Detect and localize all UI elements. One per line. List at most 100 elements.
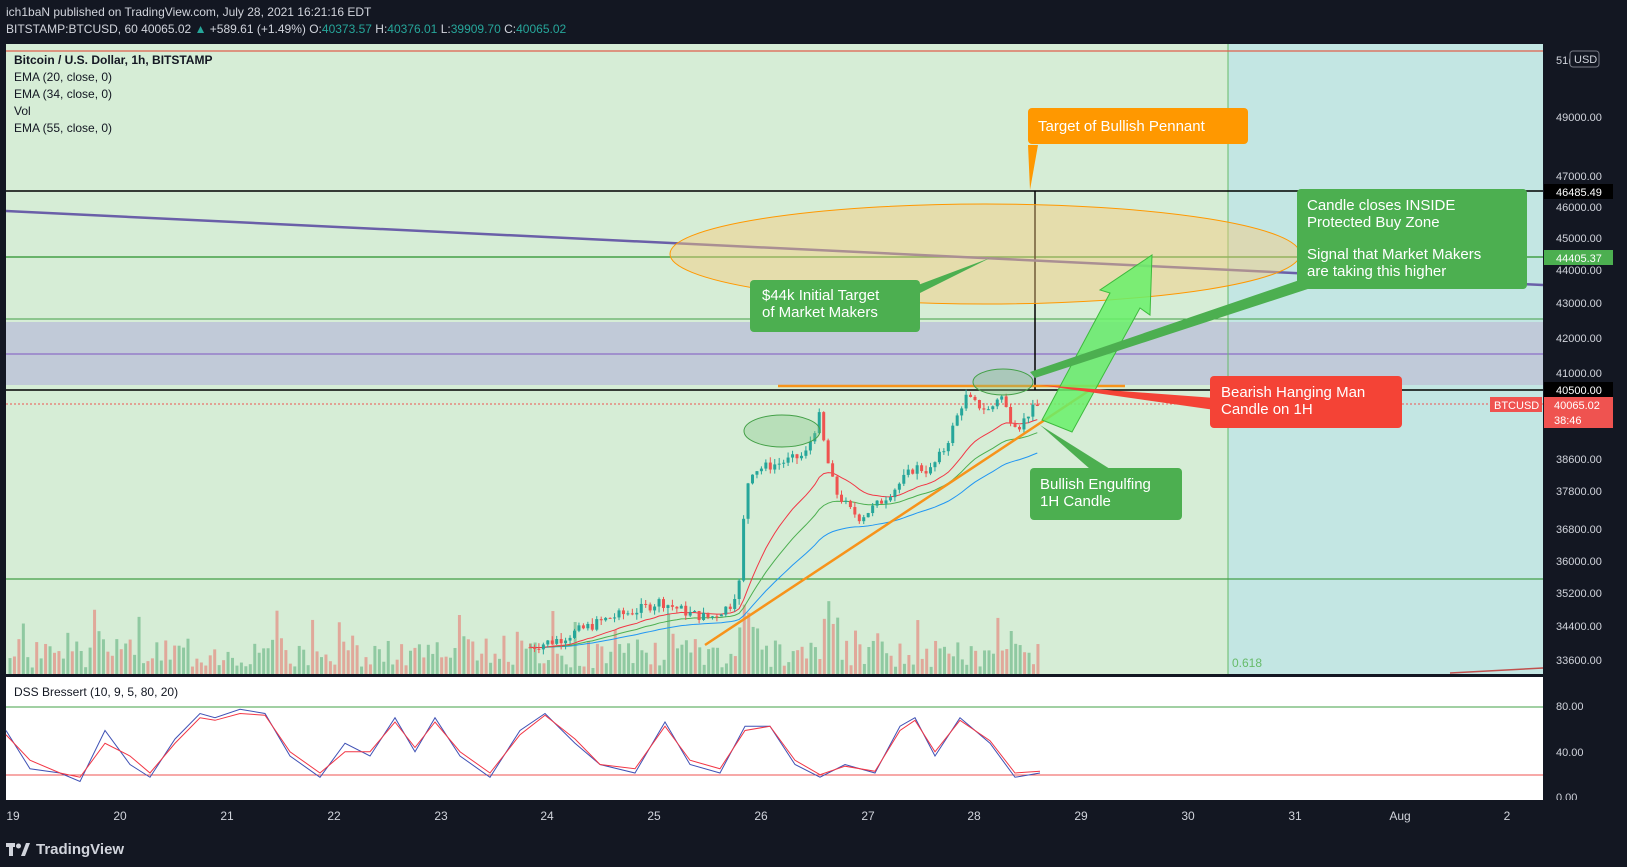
volume-bar xyxy=(21,623,25,674)
candle-body xyxy=(759,468,763,472)
volume-bar xyxy=(115,639,119,674)
pane-separator[interactable] xyxy=(0,674,1627,677)
candle-body xyxy=(644,603,648,605)
volume-bar xyxy=(702,664,706,674)
engulfing-callout[interactable]: Bullish Engulfing 1H Candle xyxy=(1030,468,1182,520)
descending-trendline xyxy=(5,209,1544,287)
volume-bar xyxy=(707,649,711,674)
volume-bar xyxy=(765,645,768,674)
price-tick-top: 51( xyxy=(1556,55,1572,67)
candle-body xyxy=(635,612,639,615)
candle-body xyxy=(688,611,692,616)
candle-body xyxy=(764,462,768,469)
volume-bar xyxy=(422,657,426,674)
candle-body xyxy=(977,400,981,409)
candle-body xyxy=(564,640,568,644)
volume-bar xyxy=(974,650,978,674)
candle-body xyxy=(799,455,803,459)
volume-bar xyxy=(391,664,395,674)
volume-bar xyxy=(934,640,938,674)
candle-body xyxy=(617,610,621,618)
volume-bar xyxy=(355,645,359,674)
volume-bar xyxy=(805,658,809,674)
volume-bar xyxy=(520,640,524,674)
volume-bar xyxy=(836,617,840,674)
pennant-target-text: Target of Bullish Pennant xyxy=(1038,118,1206,135)
candle-body xyxy=(937,451,941,463)
volume-bar xyxy=(724,663,728,674)
candle-body xyxy=(768,462,772,470)
candle-body xyxy=(537,648,541,650)
candle-body xyxy=(929,467,932,474)
candle-body xyxy=(613,617,617,619)
time-axis[interactable] xyxy=(0,800,1627,833)
volume-bar xyxy=(693,639,697,674)
buy-zone-callout[interactable]: Candle closes INSIDE Protected Buy Zone … xyxy=(1297,189,1527,289)
initial-target-callout[interactable]: $44k Initial Target of Market Makers xyxy=(750,280,920,332)
volume-bar xyxy=(720,667,724,674)
candle-body xyxy=(728,606,732,609)
volume-bar xyxy=(101,639,105,674)
volume-bar xyxy=(542,663,546,674)
candle-body xyxy=(773,464,777,470)
candle-body xyxy=(875,500,879,506)
candle-body xyxy=(880,500,884,504)
candle-body xyxy=(969,394,973,397)
candle-body xyxy=(541,644,545,650)
volume-bar xyxy=(1014,643,1018,674)
volume-bar xyxy=(97,631,101,674)
volume-bar xyxy=(555,653,559,674)
volume-bar xyxy=(186,638,190,674)
hanging-man-callout[interactable]: Bearish Hanging Man Candle on 1H xyxy=(1210,376,1402,428)
volume-bar xyxy=(351,635,355,674)
volume-bar xyxy=(159,660,163,674)
volume-bar xyxy=(444,656,448,674)
volume-bar xyxy=(1032,664,1035,674)
candle-body xyxy=(550,640,554,644)
volume-bar xyxy=(409,650,412,674)
volume-bar xyxy=(564,664,568,674)
candle-body xyxy=(906,469,910,475)
initial-target-text-1: $44k Initial Target xyxy=(762,287,880,304)
volume-bar xyxy=(965,664,969,674)
candle-closes-text-2: Protected Buy Zone xyxy=(1307,214,1440,231)
volume-bar xyxy=(404,665,408,674)
price-tick: 49000.00 xyxy=(1556,112,1602,124)
volume-bar xyxy=(284,650,288,674)
volume-bar xyxy=(12,656,16,674)
candle-body xyxy=(693,611,697,613)
candle-body xyxy=(670,605,674,607)
volume-bar xyxy=(680,644,684,674)
volume-bar xyxy=(506,661,510,674)
volume-bar xyxy=(217,665,221,674)
volume-bar xyxy=(920,658,924,674)
price-axis-ticks: 49000.00 47000.00 46000.00 45000.00 44000.00… xyxy=(1556,112,1602,667)
currency-button[interactable] xyxy=(1569,50,1600,68)
tradingview-logo[interactable]: TradingView xyxy=(6,841,124,858)
price-tick: 36800.00 xyxy=(1556,524,1602,536)
brand-name: TradingView xyxy=(36,841,125,858)
volume-bar xyxy=(800,646,804,674)
candle-body xyxy=(982,408,986,410)
volume-bar xyxy=(311,619,315,674)
volume-bar xyxy=(502,635,506,674)
volume-bar xyxy=(738,627,742,674)
oscillator-axis[interactable] xyxy=(1543,677,1627,800)
volume-bar xyxy=(515,631,519,674)
volume-bar xyxy=(782,665,786,674)
candle-body xyxy=(733,599,737,609)
legend-ema34: EMA (34, close, 0) xyxy=(14,87,112,101)
price-axis[interactable] xyxy=(1543,44,1627,674)
fib-0618-label: 0.618 xyxy=(1232,656,1262,670)
volume-bar xyxy=(840,659,844,674)
candle-body xyxy=(902,474,906,484)
pennant-target-callout[interactable]: Target of Bullish Pennant xyxy=(1028,108,1248,144)
time-tick: 25 xyxy=(647,809,661,823)
badge-44405: 44405.37 xyxy=(1544,250,1613,265)
candle-body xyxy=(884,500,888,504)
volume-bar xyxy=(711,647,715,674)
candle-body xyxy=(1018,426,1021,430)
volume-bar xyxy=(658,665,662,674)
candle-body xyxy=(724,606,728,615)
